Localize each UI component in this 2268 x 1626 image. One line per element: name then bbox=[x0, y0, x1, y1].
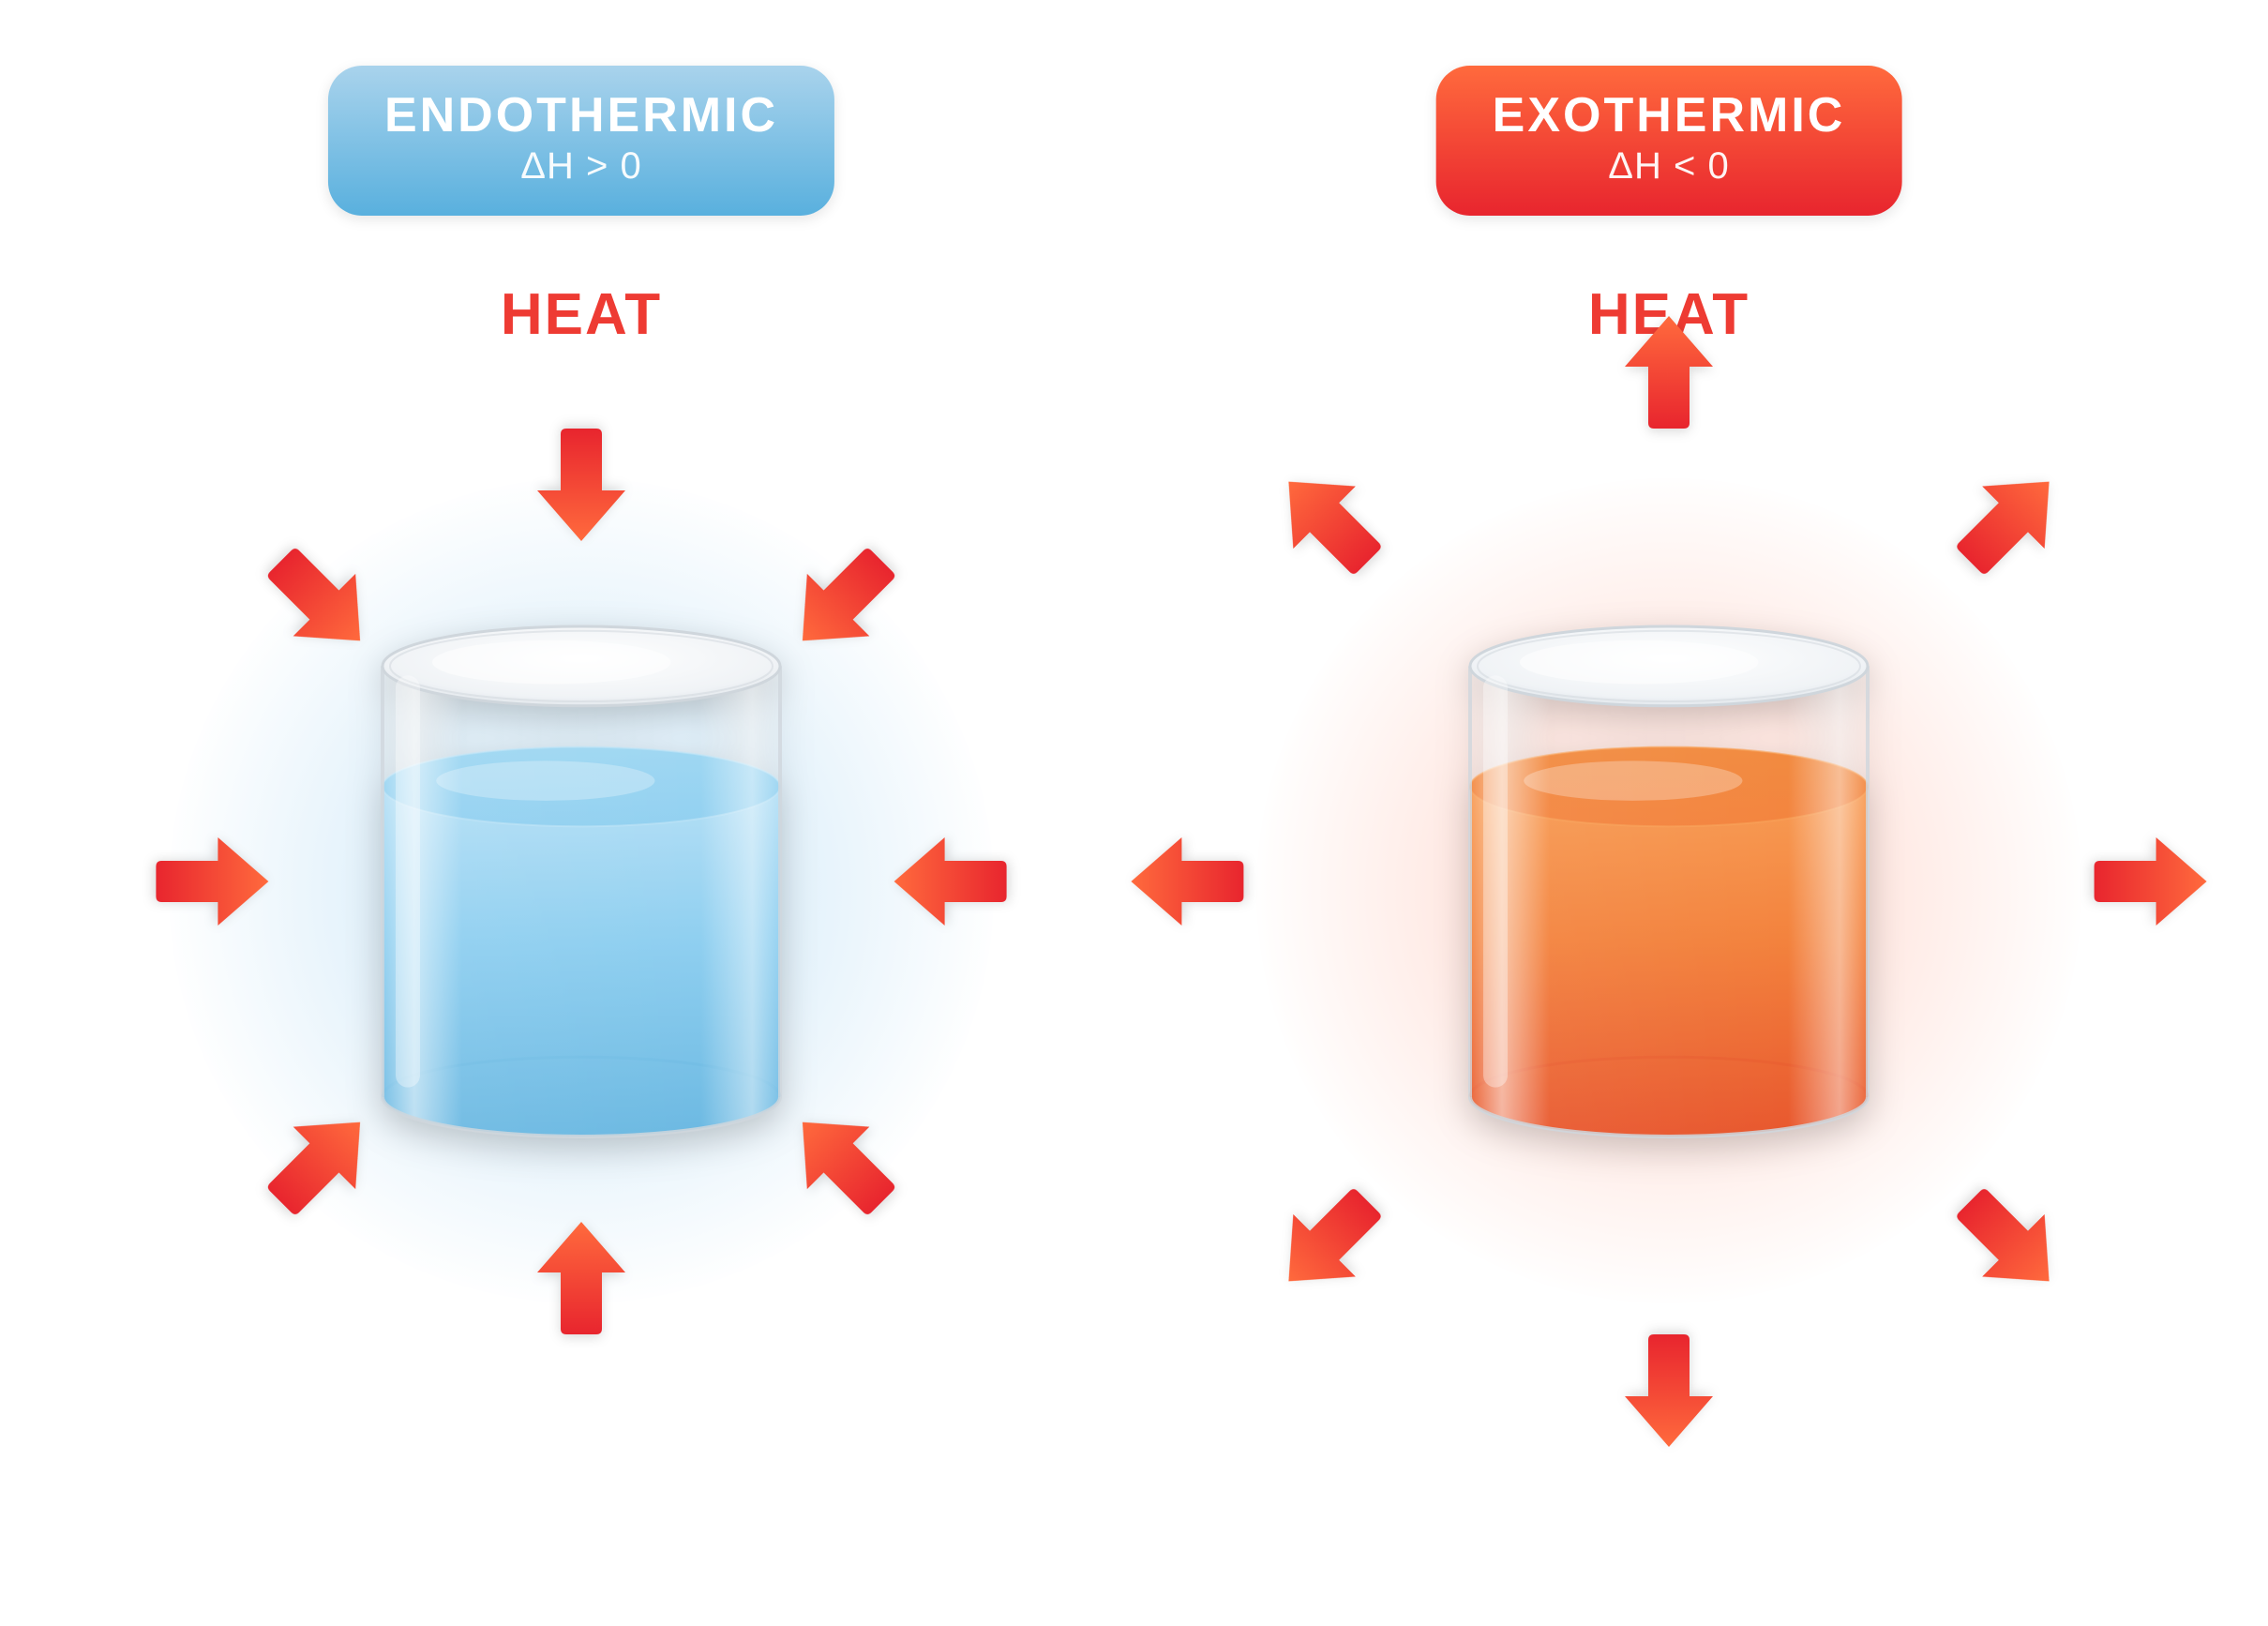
heat-arrow-icon bbox=[2095, 837, 2207, 926]
exothermic-header-pill: EXOTHERMICΔH < 0 bbox=[1436, 66, 1902, 216]
exothermic-title: EXOTHERMIC bbox=[1493, 90, 1846, 142]
heat-arrow-icon bbox=[1625, 1334, 1713, 1447]
heat-arrow-icon bbox=[1131, 837, 1243, 926]
endothermic-header-pill: ENDOTHERMICΔH > 0 bbox=[328, 66, 834, 216]
heat-arrow-icon bbox=[156, 837, 268, 926]
panel-endothermic: ENDOTHERMICΔH > 0 HEAT bbox=[113, 66, 1050, 1519]
heat-arrow-icon bbox=[1257, 450, 1399, 592]
endothermic-beaker bbox=[375, 619, 788, 1144]
endothermic-title: ENDOTHERMIC bbox=[384, 90, 778, 142]
heat-arrow-icon bbox=[1939, 450, 2080, 592]
panel-exothermic: EXOTHERMICΔH < 0HEAT bbox=[1200, 66, 2138, 1519]
heat-arrow-icon bbox=[1939, 1170, 2080, 1312]
exothermic-subtitle: ΔH < 0 bbox=[1493, 145, 1846, 188]
heat-arrow-icon bbox=[894, 837, 1007, 926]
diagram-stage: ENDOTHERMICΔH > 0 HEAT bbox=[0, 0, 2268, 1626]
heat-arrow-icon bbox=[1257, 1170, 1399, 1312]
heat-arrow-icon bbox=[537, 1222, 625, 1334]
heat-arrow-icon bbox=[1625, 316, 1713, 429]
exothermic-beaker bbox=[1463, 619, 1875, 1144]
endothermic-subtitle: ΔH > 0 bbox=[384, 145, 778, 188]
endothermic-heat-label: HEAT bbox=[501, 281, 662, 348]
heat-arrow-icon bbox=[537, 429, 625, 541]
